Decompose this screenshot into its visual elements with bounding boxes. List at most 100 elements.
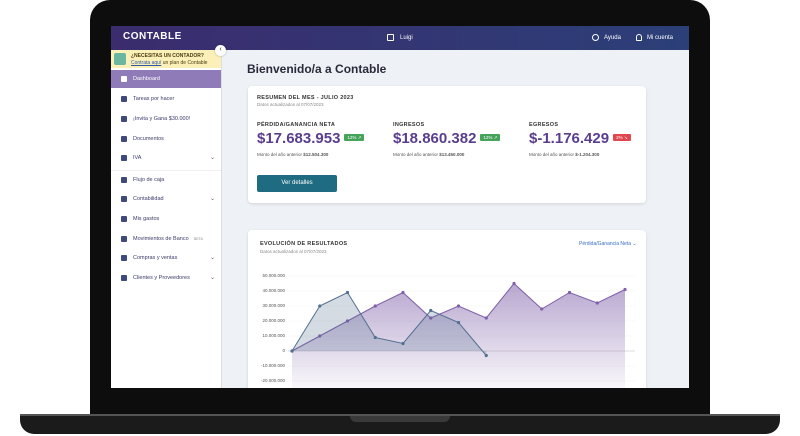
data-point	[456, 320, 461, 325]
data-point	[484, 316, 488, 320]
y-tick-label: 10.000.000	[262, 333, 285, 338]
previous-label: Monto del año anterior	[257, 152, 303, 157]
data-point	[373, 304, 377, 308]
menu-item[interactable]: Tareas por hacer	[111, 90, 221, 108]
selector-label: Pérdida/Ganancia Neta	[579, 241, 631, 247]
menu-item[interactable]: Contabilidad ⌄	[111, 190, 221, 208]
menu-label: Clientes y Proveedores	[133, 275, 190, 281]
data-point	[595, 301, 599, 305]
data-point	[318, 334, 322, 338]
account-link[interactable]: Mi cuenta	[647, 35, 674, 41]
metric-amount: $18.860.382	[393, 130, 477, 147]
chart: 50.000.000 40.000.000 30.000.000 20.000.000…	[261, 273, 635, 388]
metric-amount: $-1.176.429	[529, 130, 610, 147]
details-button[interactable]: Ver detalles	[257, 175, 337, 192]
data-point	[456, 304, 461, 308]
previous-amount: Monto del año anterior $-1.204.300	[529, 152, 599, 157]
previous-value: $-1.204.300	[575, 152, 600, 157]
change-badge: 2% ↘	[613, 134, 631, 141]
menu-item[interactable]: Compras y ventas ⌄	[111, 249, 221, 267]
series-line	[291, 291, 487, 356]
data-point	[401, 290, 405, 295]
promo-link[interactable]: Contrata aquí	[131, 60, 162, 66]
change-badge: 12% ↗	[344, 134, 365, 141]
y-tick-label: 40.000.000	[262, 288, 285, 293]
data-point	[512, 281, 516, 286]
menu-item[interactable]: Movimientos de Banco BETA	[111, 230, 221, 248]
y-tick-label: 30.000.000	[262, 303, 285, 308]
menu-item[interactable]: Dashboard	[111, 70, 221, 88]
help-link[interactable]: Ayuda	[604, 35, 621, 41]
promo-banner[interactable]: ¿NECESITAS UN CONTADOR? Contrata aquí un…	[111, 50, 221, 68]
chart-subtitle: Datos actualizados al 07/07/2023	[260, 249, 327, 254]
menu-label: Movimientos de Banco	[133, 236, 189, 242]
chart-card: EVOLUCIÓN DE RESULTADOS Datos actualizad…	[248, 230, 646, 388]
menu-item[interactable]: Mis gastos	[111, 210, 221, 228]
series-selector[interactable]: Pérdida/Ganancia Neta ⌄	[579, 241, 637, 247]
promo-desc: un plan de Contable	[162, 60, 208, 66]
menu-label: Flujo de caja	[133, 177, 165, 183]
beta-badge: BETA	[194, 237, 203, 241]
menu-item[interactable]: Documentos	[111, 130, 221, 148]
menu-item[interactable]: IVA ⌄	[111, 149, 221, 167]
data-point	[345, 290, 350, 295]
collapse-button[interactable]: ‹	[215, 45, 226, 56]
promo-title: ¿NECESITAS UN CONTADOR?	[131, 53, 204, 59]
y-tick-label: -20.000.000	[261, 378, 286, 383]
data-point	[345, 319, 350, 323]
help-icon	[592, 34, 599, 41]
data-point	[623, 287, 627, 292]
y-tick-label: -10.000.000	[261, 363, 286, 368]
change-badge: 12% ↗	[480, 134, 501, 141]
chart-title: EVOLUCIÓN DE RESULTADOS	[260, 241, 348, 247]
previous-label: Monto del año anterior	[529, 152, 575, 157]
page-title: Bienvenido/a a Contable	[247, 62, 387, 76]
menu-label: Documentos	[133, 136, 164, 142]
user-name[interactable]: Luigi	[400, 35, 413, 41]
metric-label: PÉRDIDA/GANANCIA NETA	[257, 122, 336, 128]
metric-row: $18.860.382 12% ↗	[393, 130, 501, 148]
laptop-notch	[350, 416, 450, 422]
data-point	[429, 316, 433, 320]
previous-label: Monto del año anterior	[393, 152, 439, 157]
sidebar: ¿NECESITAS UN CONTADOR? Contrata aquí un…	[111, 50, 222, 388]
menu-label: Contabilidad	[133, 196, 164, 202]
promo-icon	[114, 53, 126, 65]
area-fill	[292, 292, 487, 356]
data-point	[567, 290, 572, 295]
metric-label: EGRESOS	[529, 122, 559, 128]
menu-label: Dashboard	[133, 76, 160, 82]
metric: INGRESOS $18.860.382 12% ↗ Monto del año an…	[393, 122, 523, 162]
logo[interactable]: CONTABLE	[123, 31, 182, 42]
previous-value: $12.504.300	[303, 152, 329, 157]
laptop-base	[20, 414, 780, 434]
metric-label: INGRESOS	[393, 122, 425, 128]
menu-label: IVA	[133, 155, 142, 161]
menu-item[interactable]: Flujo de caja	[111, 170, 221, 189]
y-tick-label: 20.000.000	[262, 318, 285, 323]
menu-label: Tareas por hacer	[133, 96, 175, 102]
y-tick-label: 50.000.000	[262, 273, 285, 278]
data-point	[401, 341, 405, 346]
company-icon	[387, 34, 394, 41]
promo-text: Contrata aquí un plan de Contable	[131, 60, 207, 66]
data-point	[290, 349, 294, 353]
y-tick-label: 0	[282, 348, 285, 353]
metric-row: $-1.176.429 2% ↘	[529, 130, 631, 148]
metric-amount: $17.683.953	[257, 130, 341, 147]
data-point	[373, 335, 377, 340]
metric: PÉRDIDA/GANANCIA NETA $17.683.953 12% ↗ Mon…	[257, 122, 387, 162]
menu-label: Compras y ventas	[133, 255, 178, 261]
data-point	[540, 307, 544, 311]
menu-label: Mis gastos	[133, 216, 160, 222]
account-icon	[636, 34, 642, 41]
summary-card: RESUMEN DEL MES - JULIO 2023 Datos actua…	[248, 86, 646, 203]
data-point	[318, 304, 322, 308]
previous-amount: Monto del año anterior $13.450.000	[393, 152, 464, 157]
menu-item[interactable]: Clientes y Proveedores ⌄	[111, 269, 221, 287]
summary-updated: Datos actualizados al 07/07/2023	[257, 102, 324, 107]
metric-row: $17.683.953 12% ↗	[257, 130, 365, 148]
menu-item[interactable]: ¡Invita y Gana $30.000!	[111, 110, 221, 128]
metric: EGRESOS $-1.176.429 2% ↘ Monto del año ante…	[529, 122, 659, 162]
